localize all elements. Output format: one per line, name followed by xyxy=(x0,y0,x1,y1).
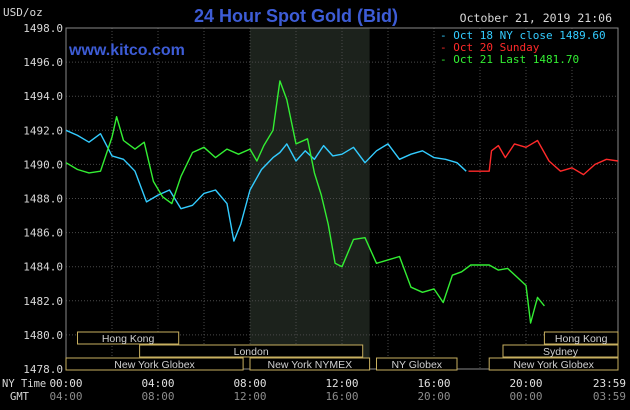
session-label: Hong Kong xyxy=(102,333,155,345)
series-line xyxy=(65,129,467,242)
session-label: Hong Kong xyxy=(555,333,608,345)
session-label: New York Globex xyxy=(114,359,195,371)
x-tick-gmt: 08:00 xyxy=(141,390,174,403)
x-tick-ny: 16:00 xyxy=(417,377,450,390)
session-bar xyxy=(488,357,619,371)
session-bar xyxy=(376,357,458,371)
session-bar xyxy=(249,357,371,371)
website-label: www.kitco.com xyxy=(68,42,185,59)
session-bar xyxy=(502,344,619,358)
timestamp: October 21, 2019 21:06 xyxy=(460,11,612,25)
unit-label: USD/oz xyxy=(3,6,43,19)
x-axis-ny-label: NY Time xyxy=(2,378,46,390)
session-label: Sydney xyxy=(543,346,579,358)
x-tick-gmt: 16:00 xyxy=(325,390,358,403)
x-tick-gmt: 03:59 xyxy=(593,390,626,403)
legend-box xyxy=(436,29,617,67)
x-tick-ny: 12:00 xyxy=(325,377,358,390)
y-tick-label: 1484.0 xyxy=(23,261,63,274)
session-label: London xyxy=(234,346,269,358)
session-bar xyxy=(139,344,364,358)
x-axis-gmt-label: GMT xyxy=(10,391,30,403)
legend-entry: - Oct 18 NY close 1489.60 xyxy=(440,29,606,42)
x-tick-ny: 08:00 xyxy=(233,377,266,390)
legend-entry: - Oct 21 Last 1481.70 xyxy=(440,53,579,66)
chart-title: 24 Hour Spot Gold (Bid) xyxy=(194,6,398,26)
y-tick-label: 1478.0 xyxy=(23,363,63,376)
session-bar xyxy=(543,331,619,345)
x-tick-gmt: 04:00 xyxy=(49,390,82,403)
x-tick-gmt: 12:00 xyxy=(233,390,266,403)
x-tick-ny: 20:00 xyxy=(509,377,542,390)
session-bar xyxy=(77,331,180,345)
series-line xyxy=(468,139,619,176)
y-tick-label: 1494.0 xyxy=(23,90,63,103)
y-tick-label: 1486.0 xyxy=(23,227,63,240)
y-tick-label: 1482.0 xyxy=(23,295,63,308)
legend-entry: - Oct 20 Sunday xyxy=(440,41,540,54)
y-tick-label: 1490.0 xyxy=(23,158,63,171)
session-label: NY Globex xyxy=(391,359,442,371)
session-label: New York NYMEX xyxy=(267,359,352,371)
y-tick-label: 1488.0 xyxy=(23,193,63,206)
x-tick-gmt: 00:00 xyxy=(509,390,542,403)
x-tick-ny: 23:59 xyxy=(593,377,626,390)
y-tick-label: 1492.0 xyxy=(23,124,63,137)
y-tick-label: 1498.0 xyxy=(23,22,63,35)
x-tick-ny: 04:00 xyxy=(141,377,174,390)
y-tick-label: 1496.0 xyxy=(23,56,63,69)
session-bar xyxy=(65,357,244,371)
session-label: New York Globex xyxy=(513,359,594,371)
series-line xyxy=(65,80,545,324)
y-tick-label: 1480.0 xyxy=(23,329,63,342)
x-tick-ny: 00:00 xyxy=(49,377,82,390)
x-tick-gmt: 20:00 xyxy=(417,390,450,403)
